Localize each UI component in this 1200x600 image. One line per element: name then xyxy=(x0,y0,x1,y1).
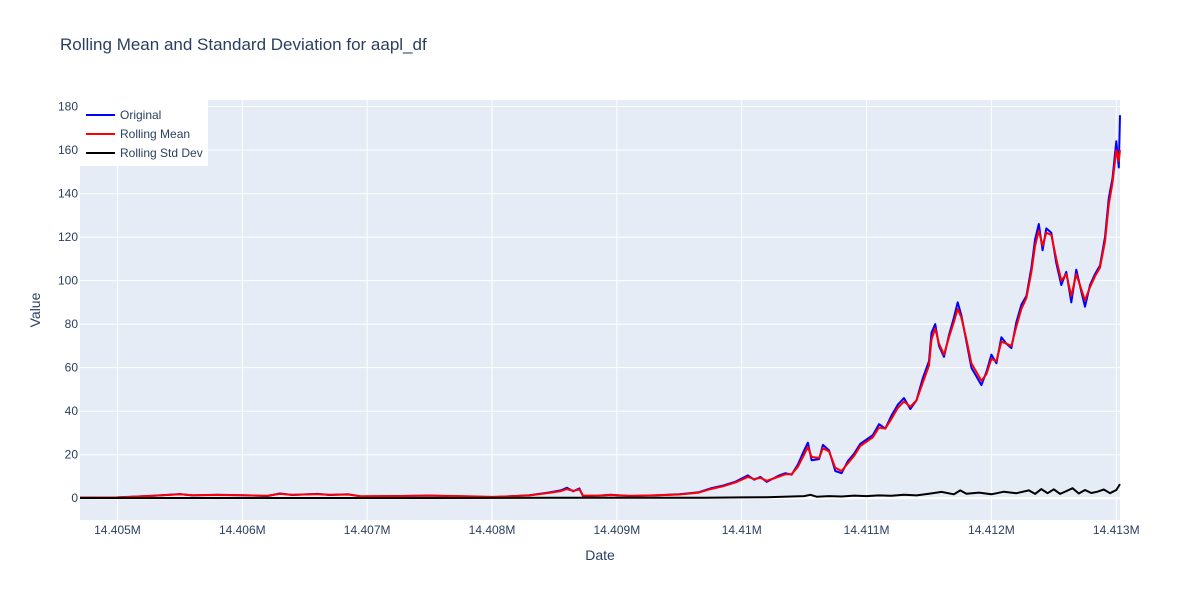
x-tick-label: 14.413M xyxy=(1093,523,1140,537)
x-tick-label: 14.405M xyxy=(94,523,141,537)
plot-area xyxy=(80,100,1120,520)
legend-label: Original xyxy=(120,108,161,122)
x-tick-label: 14.411M xyxy=(844,523,890,537)
series-line-rolling-mean[interactable] xyxy=(79,149,1121,499)
y-tick-label: 180 xyxy=(58,100,78,114)
x-tick-label: 14.409M xyxy=(594,523,641,537)
x-axis-ticks: 14.405M 14.406M 14.407M 14.408M 14.409M 14.41… xyxy=(94,523,1140,537)
legend-label: Rolling Std Dev xyxy=(120,146,203,160)
legend-item[interactable]: Original xyxy=(86,108,161,122)
legend-item[interactable]: Rolling Mean xyxy=(86,127,190,141)
legend[interactable]: Original Rolling Mean Rolling Std Dev xyxy=(80,100,208,166)
chart-title: Rolling Mean and Standard Deviation for … xyxy=(60,35,427,54)
y-tick-label: 40 xyxy=(65,404,79,418)
x-tick-label: 14.412M xyxy=(968,523,1015,537)
y-tick-label: 0 xyxy=(71,491,78,505)
y-tick-label: 160 xyxy=(58,143,78,157)
legend-item[interactable]: Rolling Std Dev xyxy=(86,146,203,160)
x-tick-label: 14.41M xyxy=(722,523,762,537)
series-line-rolling-std-dev[interactable] xyxy=(80,483,1121,499)
legend-label: Rolling Mean xyxy=(120,127,190,141)
y-axis-title: Value xyxy=(27,292,43,327)
y-tick-label: 140 xyxy=(58,187,78,201)
x-tick-label: 14.407M xyxy=(344,523,391,537)
y-tick-label: 120 xyxy=(58,230,78,244)
x-axis-title: Date xyxy=(585,547,615,563)
x-tick-label: 14.406M xyxy=(219,523,266,537)
y-tick-label: 60 xyxy=(65,361,79,375)
y-axis-ticks: 0 20 40 60 80 100 120 140 160 180 xyxy=(58,100,78,506)
x-tick-label: 14.408M xyxy=(469,523,516,537)
grid xyxy=(80,100,1120,520)
series-group xyxy=(79,115,1121,499)
y-tick-label: 80 xyxy=(65,317,79,331)
y-tick-label: 100 xyxy=(58,274,78,288)
y-tick-label: 20 xyxy=(65,448,79,462)
